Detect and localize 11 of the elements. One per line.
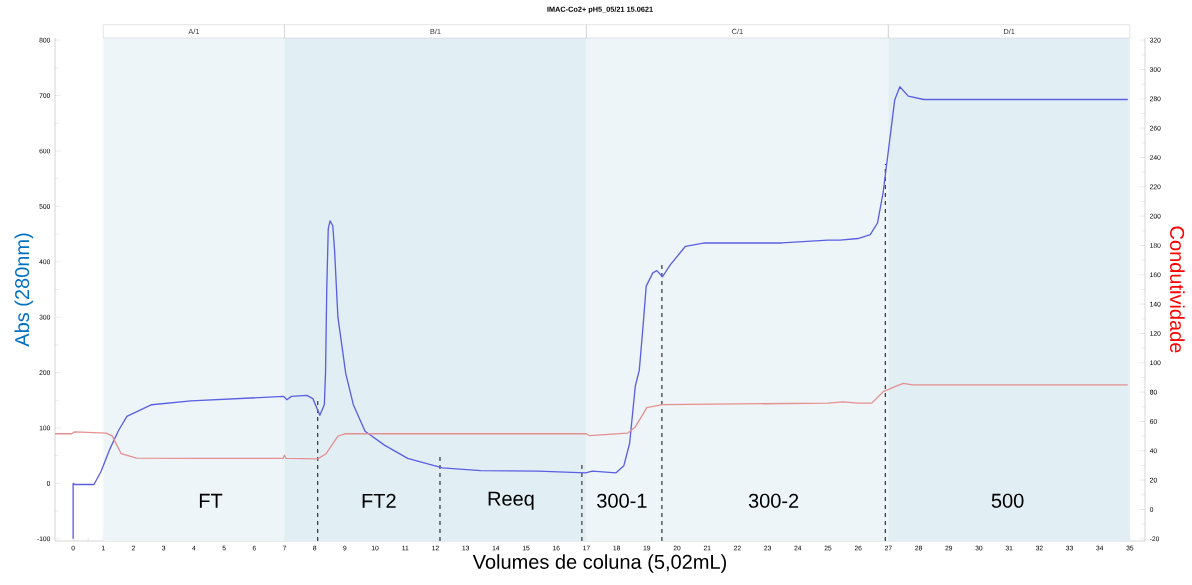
annotation: FT2 [362, 493, 396, 508]
annotation: 500 [991, 493, 1024, 508]
y-axis-title: Abs (280nm) [14, 233, 34, 347]
x-axis-title: Volumes de coluna (5,02mL) [472, 554, 726, 573]
annotation: FT [199, 493, 223, 508]
annotation: Reeq [488, 491, 534, 510]
y2-axis-title: Condutividade [1169, 226, 1185, 353]
annotation: 300-1 [597, 493, 647, 508]
annotation: 300-2 [748, 493, 799, 508]
line-series [54, 382, 1129, 460]
line-series [72, 86, 1129, 540]
